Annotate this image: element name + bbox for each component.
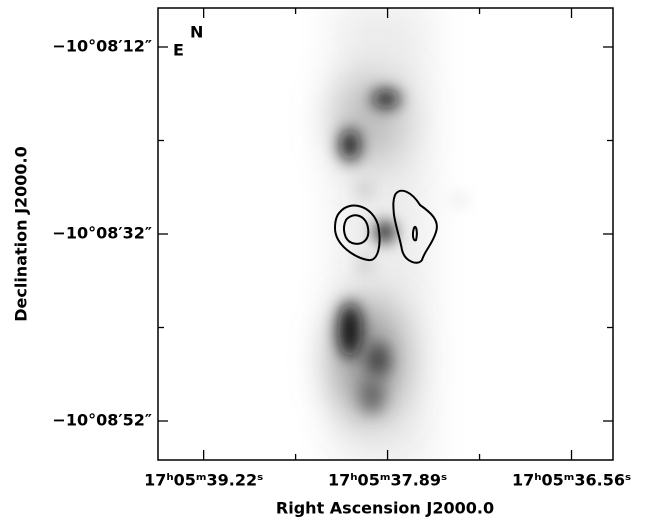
- y-tick-label: −10°08′12″: [52, 36, 152, 55]
- compass-north: N: [190, 23, 203, 42]
- y-tick-label: −10°08′32″: [52, 224, 152, 243]
- contours: [333, 189, 438, 264]
- x-tick-label: 17ʰ05ᵐ36.56ˢ: [512, 471, 631, 490]
- x-axis-label: Right Ascension J2000.0: [276, 499, 494, 518]
- sky-image: [158, 8, 613, 460]
- x-tick-label: 17ʰ05ᵐ39.22ˢ: [144, 471, 263, 490]
- y-tick-label: −10°08′52″: [52, 411, 152, 430]
- x-tick-label: 17ʰ05ᵐ37.89ˢ: [328, 471, 447, 490]
- compass-east: E: [173, 41, 184, 60]
- y-axis-label: Declination J2000.0: [12, 146, 31, 322]
